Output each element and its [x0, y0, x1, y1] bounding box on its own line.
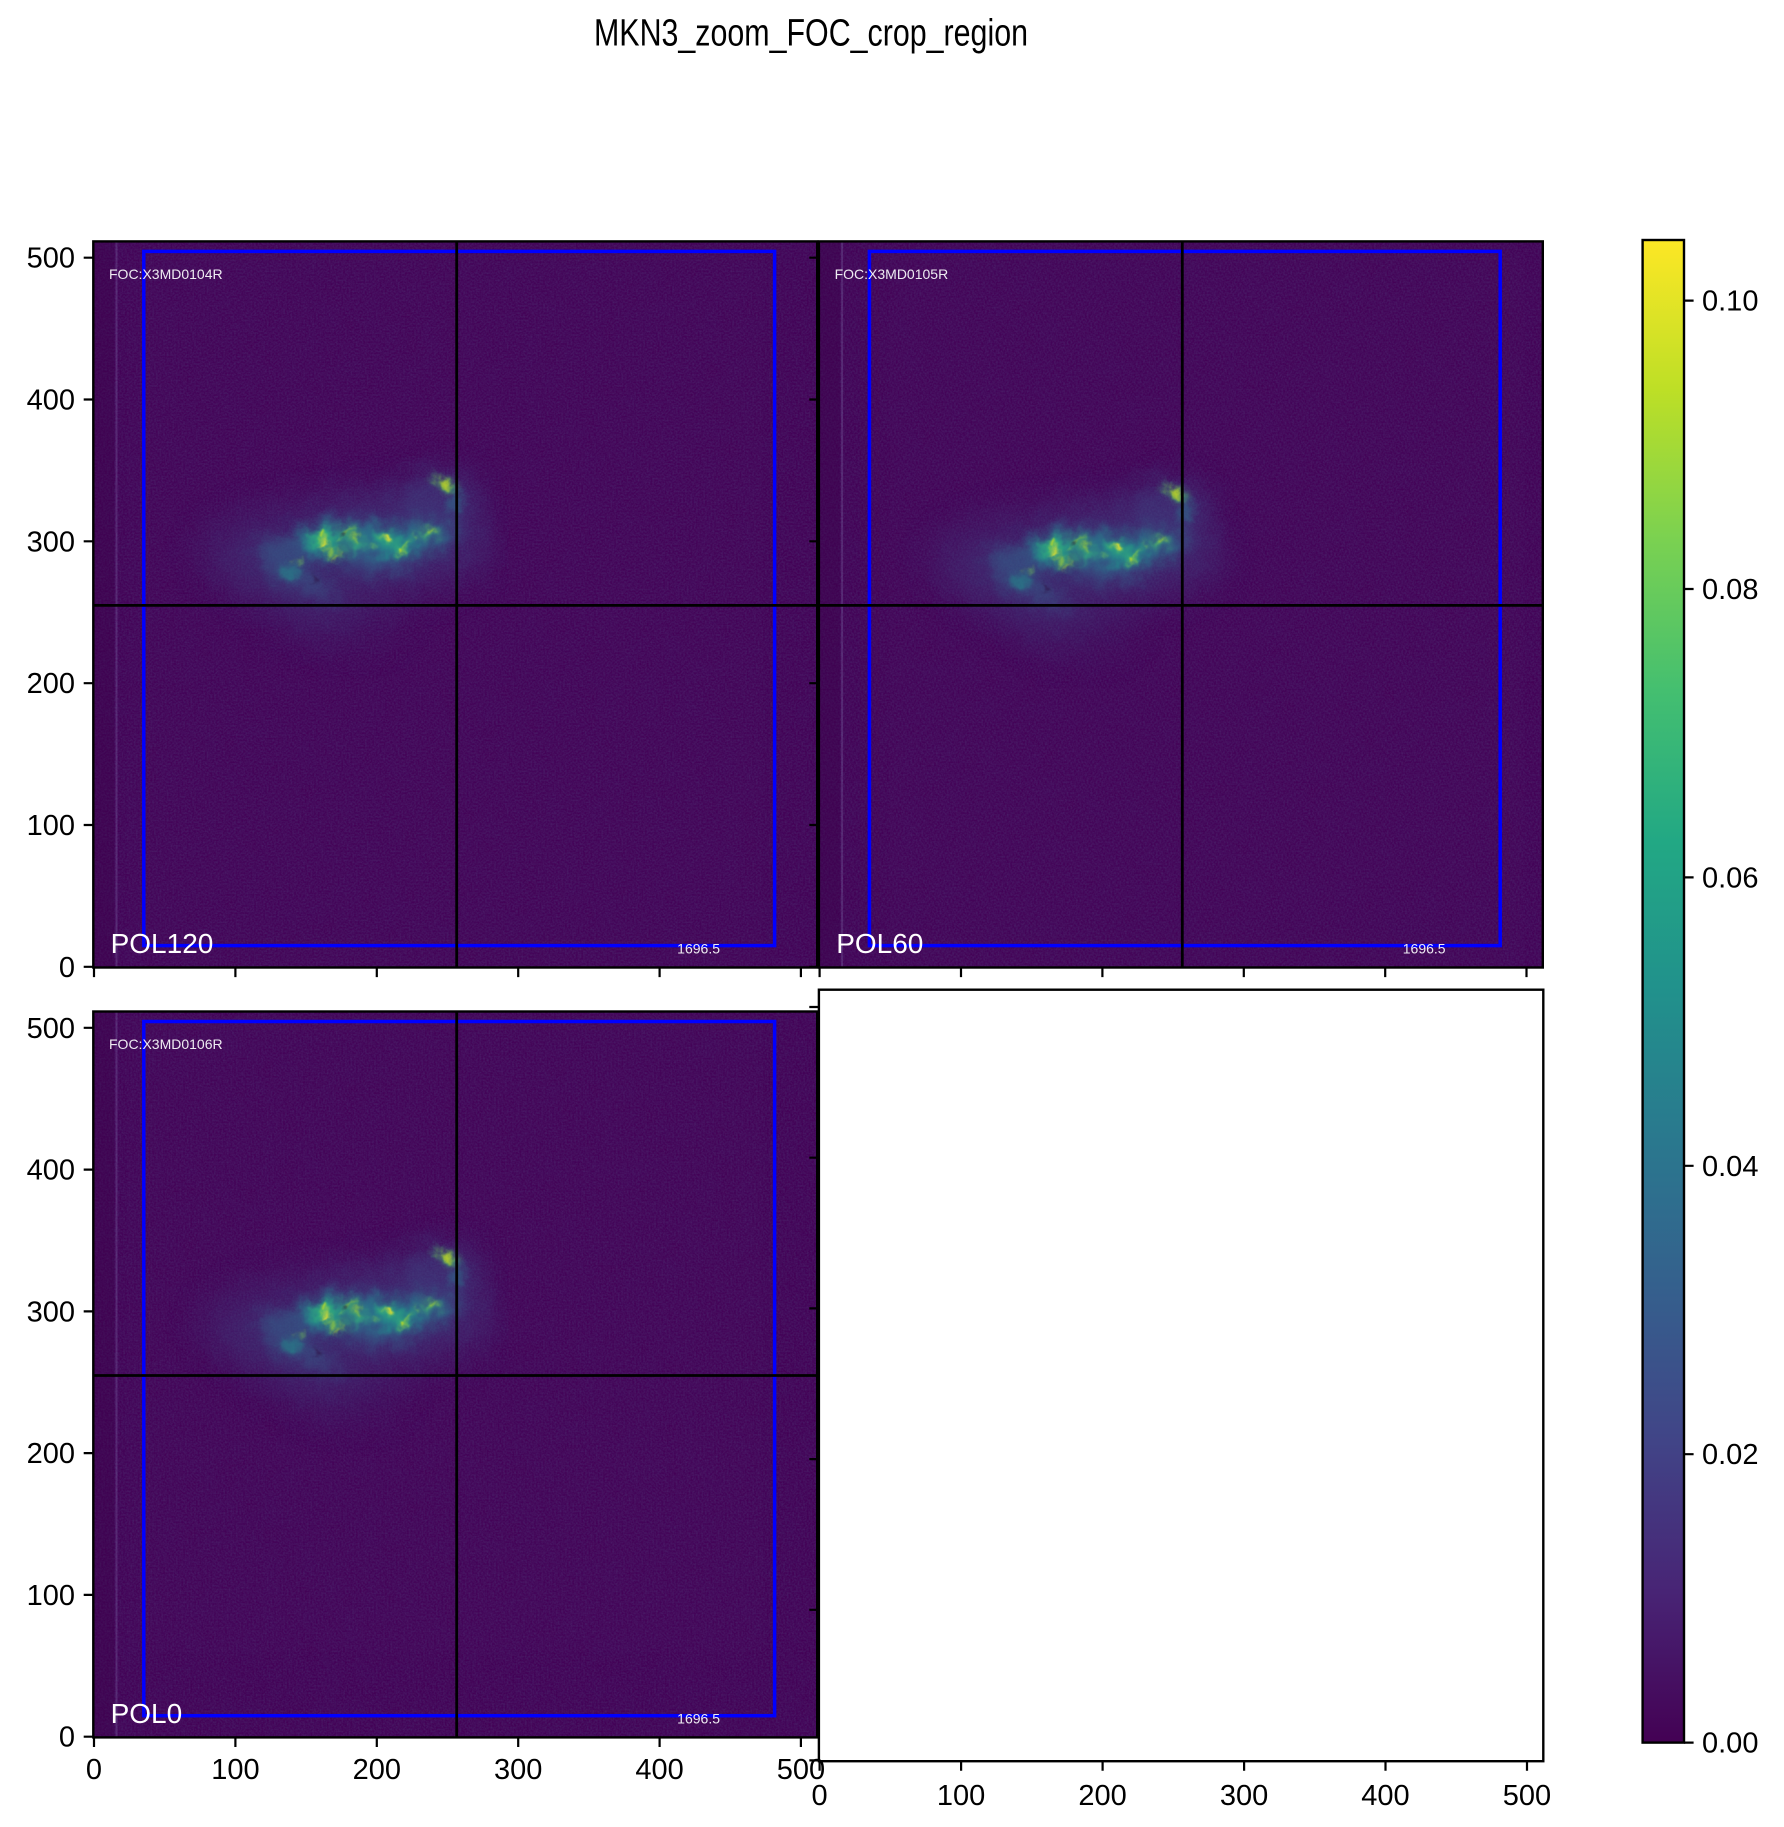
svg-text:100: 100: [27, 810, 75, 842]
svg-text:0: 0: [59, 952, 75, 984]
svg-text:300: 300: [494, 1754, 542, 1786]
svg-text:1696.5: 1696.5: [677, 940, 720, 956]
svg-text:300: 300: [27, 1296, 75, 1328]
svg-text:300: 300: [1220, 1780, 1268, 1812]
svg-text:0: 0: [59, 1722, 75, 1754]
svg-text:200: 200: [353, 1754, 401, 1786]
svg-text:400: 400: [1361, 1780, 1409, 1812]
svg-text:FOC:X3MD0104R: FOC:X3MD0104R: [109, 266, 223, 282]
svg-text:200: 200: [1078, 1780, 1126, 1812]
svg-text:0.04: 0.04: [1702, 1151, 1758, 1183]
svg-text:POL60: POL60: [836, 928, 923, 959]
svg-text:FOC:X3MD0106R: FOC:X3MD0106R: [109, 1036, 223, 1052]
svg-text:0.08: 0.08: [1702, 574, 1758, 606]
svg-text:1696.5: 1696.5: [1403, 940, 1446, 956]
svg-text:500: 500: [27, 1013, 75, 1045]
svg-text:0.00: 0.00: [1702, 1728, 1758, 1760]
svg-text:FOC:X3MD0105R: FOC:X3MD0105R: [835, 266, 949, 282]
svg-text:0.02: 0.02: [1702, 1439, 1758, 1471]
svg-text:400: 400: [635, 1754, 683, 1786]
svg-text:POL0: POL0: [111, 1698, 183, 1729]
svg-text:300: 300: [27, 526, 75, 558]
svg-text:500: 500: [777, 1754, 825, 1786]
svg-text:200: 200: [27, 668, 75, 700]
svg-text:500: 500: [1503, 1780, 1551, 1812]
svg-text:200: 200: [27, 1438, 75, 1470]
svg-text:0.10: 0.10: [1702, 286, 1758, 318]
svg-text:0: 0: [812, 1780, 828, 1812]
svg-text:100: 100: [211, 1754, 259, 1786]
svg-text:400: 400: [27, 1155, 75, 1187]
svg-text:500: 500: [27, 243, 75, 275]
svg-text:MKN3_zoom_FOC_crop_region: MKN3_zoom_FOC_crop_region: [594, 13, 1028, 55]
svg-text:1696.5: 1696.5: [677, 1710, 720, 1726]
svg-text:0: 0: [86, 1754, 102, 1786]
svg-text:100: 100: [937, 1780, 985, 1812]
svg-text:400: 400: [27, 385, 75, 417]
svg-text:100: 100: [27, 1580, 75, 1612]
svg-text:0.06: 0.06: [1702, 862, 1758, 894]
svg-text:POL120: POL120: [111, 928, 214, 959]
